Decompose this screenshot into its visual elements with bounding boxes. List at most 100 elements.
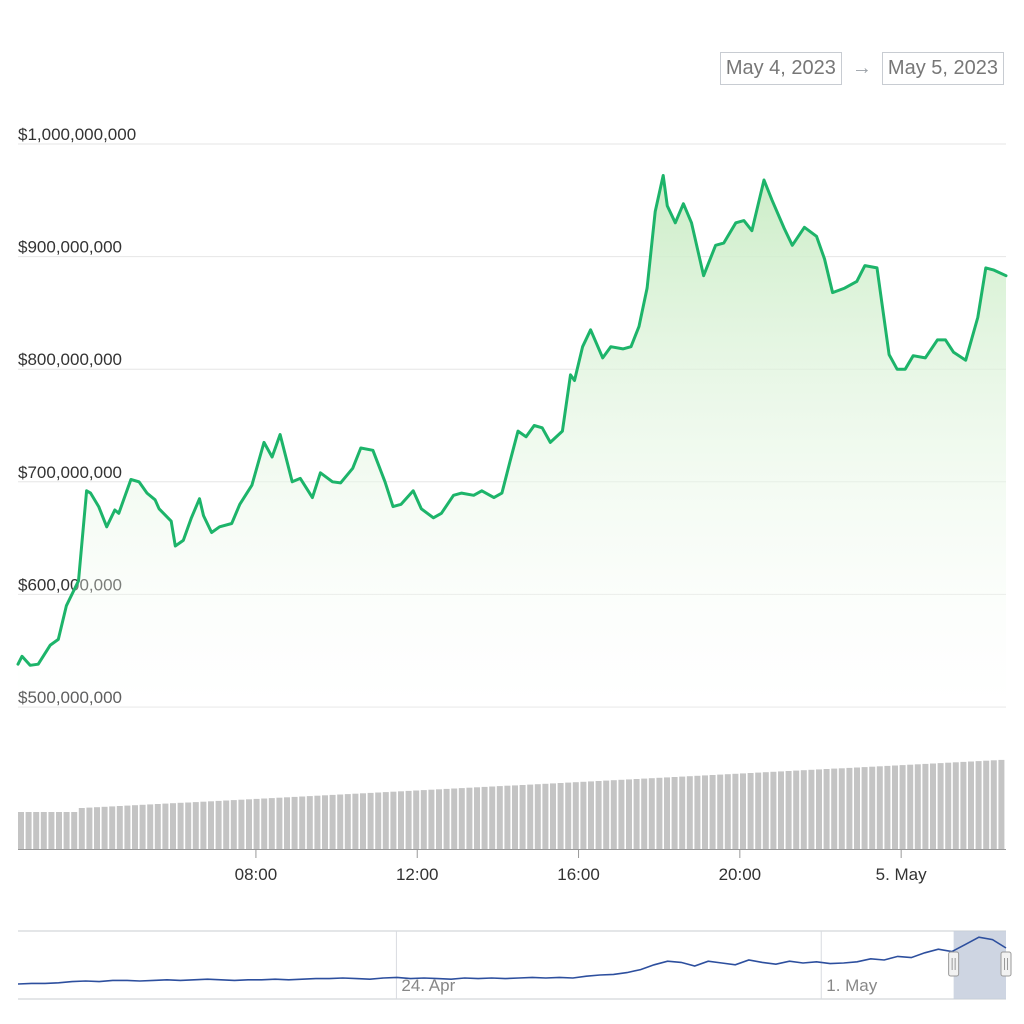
volume-bar — [572, 782, 579, 849]
volume-bar — [109, 806, 116, 849]
x-tick-label: 08:00 — [235, 865, 278, 884]
volume-bar — [854, 767, 860, 849]
volume-bar — [831, 768, 838, 849]
volume-bar — [56, 812, 62, 849]
volume-bar — [124, 805, 131, 849]
handle-body — [1000, 951, 1012, 977]
volume-bar — [154, 804, 161, 849]
volume-bar — [284, 797, 290, 849]
volume-bar — [884, 765, 891, 849]
volume-bar — [94, 807, 100, 849]
volume-bar — [960, 761, 967, 849]
volume-bar — [329, 794, 336, 849]
volume-bar — [215, 800, 222, 849]
volume-bar — [481, 786, 488, 849]
volume-bar — [990, 760, 997, 849]
volume-bar — [816, 769, 822, 849]
volume-bar — [375, 792, 382, 849]
volume-bar — [337, 794, 344, 849]
y-tick-label: $1,000,000,000 — [18, 125, 136, 144]
volume-bar — [557, 783, 564, 849]
volume-bar — [838, 768, 845, 849]
navigator-right-handle[interactable] — [1000, 951, 1012, 977]
volume-bar — [542, 783, 549, 849]
volume-bar — [724, 774, 731, 849]
volume-bar — [398, 791, 404, 849]
volume-bar — [367, 792, 374, 849]
volume-bar — [869, 766, 876, 849]
volume-bar — [116, 806, 123, 849]
volume-bar — [458, 788, 465, 849]
volume-bar — [800, 770, 807, 849]
volume-bar — [322, 795, 328, 849]
volume-bar — [709, 775, 716, 849]
volume-bar — [253, 798, 260, 849]
volume-bar — [907, 764, 914, 849]
volume-bar — [314, 795, 321, 849]
volume-bar — [63, 812, 70, 849]
volume-bar — [344, 794, 351, 849]
volume-bar — [580, 781, 587, 849]
volume-bar — [436, 789, 442, 849]
volume-bar — [679, 776, 686, 849]
navigator-left-handle[interactable] — [948, 951, 960, 977]
volume-bar — [914, 764, 921, 849]
volume-bar — [762, 772, 769, 849]
volume-bar — [352, 793, 359, 849]
volume-bar — [504, 785, 511, 849]
volume-bar — [519, 785, 526, 849]
navigator[interactable]: 24. Apr 1. May — [17, 930, 1012, 1000]
volume-bar — [18, 812, 24, 849]
y-tick-label: $800,000,000 — [18, 350, 122, 369]
volume-bar — [246, 799, 252, 849]
volume-bar — [671, 777, 678, 849]
navigator-selection — [953, 931, 1006, 999]
volume-bar — [223, 800, 230, 849]
volume-bar — [770, 771, 777, 849]
volume-bar — [420, 790, 427, 849]
volume-bar — [588, 781, 594, 849]
range-from-input[interactable]: May 4, 2023 — [719, 52, 842, 85]
volume-bar — [793, 770, 800, 849]
volume-bar — [785, 771, 792, 849]
volume-bar — [86, 807, 93, 849]
date-range-selector: May 4, 2023 → May 5, 2023 — [719, 52, 1004, 85]
volume-bar — [922, 763, 929, 849]
volume-bar — [78, 808, 85, 849]
volume-bar — [732, 773, 739, 849]
range-to-input[interactable]: May 5, 2023 — [881, 52, 1004, 85]
price-series — [16, 174, 1008, 667]
handle-body — [948, 951, 960, 977]
volume-bar — [610, 780, 617, 849]
volume-bar — [664, 777, 670, 849]
volume-bar — [208, 801, 214, 849]
volume-bar — [899, 765, 906, 849]
y-tick-label: $900,000,000 — [18, 238, 122, 257]
volume-bar — [778, 771, 784, 849]
x-axis: 08:00 12:00 16:00 20:00 5. May — [18, 849, 1006, 884]
volume-bar — [550, 783, 556, 849]
x-tick-label: 20:00 — [719, 865, 762, 884]
volume-bar — [937, 763, 944, 849]
volume-bar — [945, 762, 952, 849]
volume-bar — [177, 802, 184, 849]
volume-bar — [268, 798, 275, 849]
volume-bar — [534, 784, 541, 849]
volume-bar — [48, 812, 55, 849]
volume-bar — [823, 769, 830, 849]
volume-bar — [702, 775, 708, 849]
volume-bar — [405, 790, 412, 849]
volume-bar — [139, 804, 146, 849]
volume-bar — [755, 772, 762, 849]
volume-bar — [846, 767, 853, 849]
volume-bar — [261, 798, 268, 849]
volume-bar — [443, 788, 450, 849]
volume-bar — [656, 777, 663, 849]
volume-bar — [413, 790, 420, 849]
volume-bar — [170, 803, 176, 849]
volume-bar — [147, 804, 154, 849]
volume-bar — [892, 765, 898, 849]
volume-bar — [686, 776, 693, 849]
volume-bar — [466, 787, 473, 849]
